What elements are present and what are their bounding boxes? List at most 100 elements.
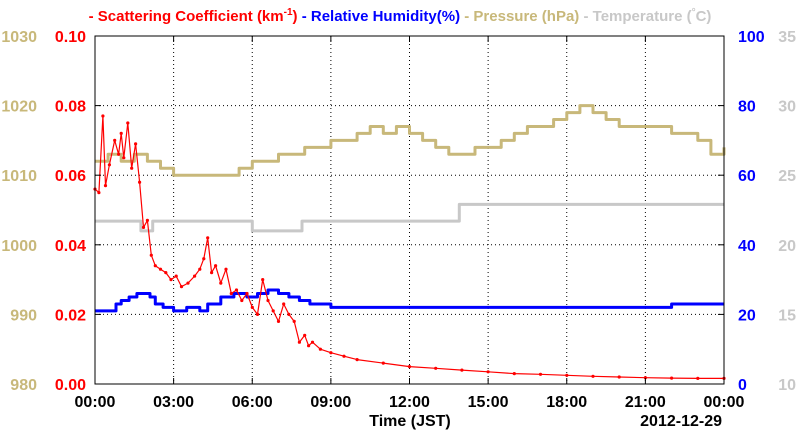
x-tick-label: 00:00 <box>75 394 116 411</box>
pressure-tick-label: 980 <box>10 377 37 394</box>
data-point-scattering <box>297 340 301 344</box>
data-point-scattering <box>271 309 275 313</box>
data-point-scattering <box>250 305 254 309</box>
series-line-scattering <box>94 115 724 379</box>
scattering-tick-label: 0.00 <box>55 377 86 394</box>
temperature-tick-label: 10 <box>778 377 796 394</box>
temperature-tick-label: 25 <box>778 168 796 185</box>
x-tick-label: 21:00 <box>625 394 666 411</box>
humidity-tick-label: 20 <box>738 307 756 324</box>
scattering-tick-label: 0.06 <box>55 168 86 185</box>
data-point-scattering <box>164 271 168 275</box>
data-point-scattering <box>169 278 173 282</box>
temperature-tick-label: 20 <box>778 238 796 255</box>
legend-entry-label: Relative Humidity(%) <box>311 8 460 25</box>
legend-entry-superscript: ° <box>692 7 696 18</box>
x-tick-label: 00:00 <box>704 394 745 411</box>
humidity-tick-label: 40 <box>738 238 756 255</box>
data-point-scattering <box>318 347 322 351</box>
legend-dash: - <box>89 8 98 25</box>
axis-pressure: 980 990 1000 1010 1020 1030 <box>1 29 37 394</box>
data-point-scattering <box>261 278 265 282</box>
humidity-tick-label: 0 <box>738 377 747 394</box>
data-point-scattering <box>617 375 621 379</box>
series-group <box>93 104 726 380</box>
legend-dash: - <box>298 8 311 25</box>
data-point-scattering <box>103 184 108 188</box>
x-tick-label: 06:00 <box>232 394 273 411</box>
data-point-scattering <box>234 288 239 292</box>
data-point-scattering <box>145 218 149 222</box>
temperature-tick-label: 30 <box>778 99 796 116</box>
data-point-scattering <box>355 358 359 362</box>
pressure-tick-label: 1020 <box>1 99 37 116</box>
data-point-scattering <box>307 344 311 348</box>
data-point-scattering <box>538 372 543 376</box>
date-label: 2012-12-29 <box>640 413 722 430</box>
legend-entry-label: Temperature ( <box>593 8 692 25</box>
data-point-scattering <box>276 319 281 323</box>
legend-entry-label: Scattering Coefficient (km <box>98 8 284 25</box>
scattering-tick-label: 0.04 <box>55 238 86 255</box>
data-point-scattering <box>381 361 385 365</box>
data-point-scattering <box>141 225 146 229</box>
data-point-scattering <box>193 274 197 278</box>
data-point-scattering <box>696 376 700 380</box>
data-point-scattering <box>224 267 228 271</box>
data-point-scattering <box>119 131 123 135</box>
data-point-scattering <box>174 274 178 278</box>
data-point-scattering <box>287 312 291 316</box>
data-point-scattering <box>565 373 569 377</box>
data-point-scattering <box>486 370 490 374</box>
legend-dash: - <box>579 8 592 25</box>
data-point-scattering <box>434 366 438 370</box>
legend-entry-label: Pressure (hPa) <box>473 8 579 25</box>
x-axis-label: Time (JST) <box>369 413 451 430</box>
data-point-scattering <box>149 253 153 257</box>
pressure-tick-label: 1000 <box>1 238 37 255</box>
data-point-scattering <box>97 191 101 195</box>
x-tick-label: 12:00 <box>389 394 430 411</box>
data-point-scattering <box>255 312 260 316</box>
data-point-scattering <box>670 376 674 380</box>
humidity-tick-label: 60 <box>738 168 756 185</box>
grid <box>95 36 724 384</box>
data-point-scattering <box>186 281 190 285</box>
data-point-scattering <box>460 368 464 372</box>
data-point-scattering <box>329 351 333 355</box>
data-point-scattering <box>126 121 130 125</box>
data-point-scattering <box>113 138 117 142</box>
data-point-scattering <box>134 142 138 146</box>
legend-dash: - <box>460 8 473 25</box>
data-point-scattering <box>206 236 210 240</box>
data-point-scattering <box>219 281 223 285</box>
legend-entry-tail: ) <box>293 8 298 25</box>
legend-entry-superscript: -1 <box>284 7 293 18</box>
series-line-humidity <box>95 288 724 313</box>
series-line-pressure <box>95 104 726 177</box>
data-point-scattering <box>407 365 412 369</box>
data-point-scattering <box>292 319 296 323</box>
data-point-scattering <box>122 156 126 160</box>
data-point-scattering <box>512 372 516 376</box>
data-point-scattering <box>210 271 214 275</box>
data-point-scattering <box>229 291 233 296</box>
pressure-tick-label: 1010 <box>1 168 37 185</box>
data-point-scattering <box>153 264 157 268</box>
scattering-tick-label: 0.02 <box>55 307 86 324</box>
x-tick-label: 15:00 <box>468 394 509 411</box>
axis-temperature: 10 15 20 25 30 35 <box>778 29 796 394</box>
scattering-tick-label: 0.08 <box>55 99 86 116</box>
data-point-scattering <box>138 180 142 184</box>
x-tick-label: 18:00 <box>546 394 587 411</box>
data-point-scattering <box>198 267 202 271</box>
scattering-tick-label: 0.10 <box>55 29 86 46</box>
legend-text: - Scattering Coefficient (km-1) - Relati… <box>89 7 712 25</box>
axis-scattering: 0.00 0.02 0.04 0.06 0.08 0.10 <box>55 29 101 394</box>
data-point-scattering <box>117 152 121 156</box>
x-tick-label: 03:00 <box>153 394 194 411</box>
humidity-tick-label: 100 <box>738 29 765 46</box>
temperature-tick-label: 15 <box>778 307 796 324</box>
temperature-tick-label: 35 <box>778 29 796 46</box>
